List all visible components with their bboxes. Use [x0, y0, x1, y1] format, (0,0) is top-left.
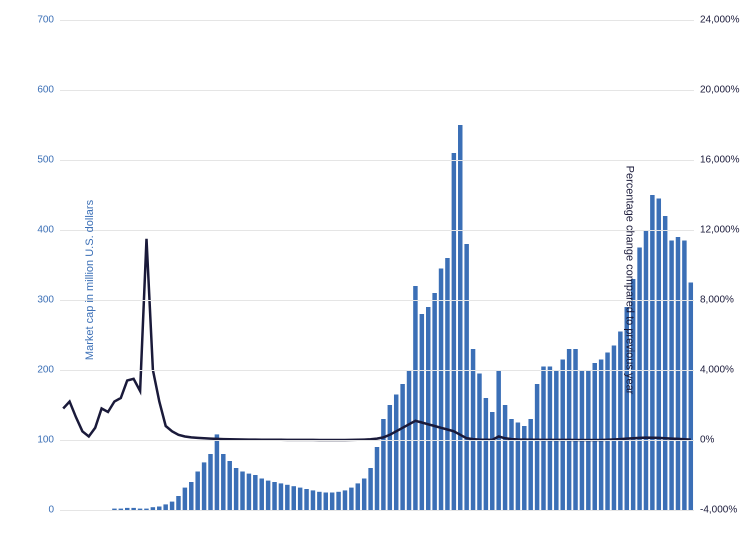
y-tick-right: 24,000% [700, 15, 739, 26]
y-tick-left: 0 [48, 505, 54, 516]
y-axis-left-label: Market cap in million U.S. dollars [84, 200, 96, 360]
gridline [60, 300, 694, 301]
pct-change-line [63, 239, 691, 440]
dual-axis-chart: 0-4,000%1000%2004,000%3008,000%40012,000… [60, 20, 694, 510]
gridline [60, 370, 694, 371]
gridline [60, 160, 694, 161]
y-tick-right: 20,000% [700, 85, 739, 96]
line-layer [60, 20, 694, 510]
y-tick-left: 200 [37, 365, 54, 376]
y-tick-right: 12,000% [700, 225, 739, 236]
y-tick-left: 100 [37, 435, 54, 446]
gridline [60, 510, 694, 511]
y-axis-right-label: Percentage change compared to previous y… [624, 166, 636, 395]
y-tick-right: 8,000% [700, 295, 734, 306]
gridline [60, 230, 694, 231]
y-tick-right: 16,000% [700, 155, 739, 166]
gridline [60, 20, 694, 21]
y-tick-right: -4,000% [700, 505, 737, 516]
y-tick-left: 400 [37, 225, 54, 236]
y-tick-left: 300 [37, 295, 54, 306]
y-tick-right: 0% [700, 435, 714, 446]
plot-area: 0-4,000%1000%2004,000%3008,000%40012,000… [60, 20, 694, 510]
y-tick-left: 500 [37, 155, 54, 166]
y-tick-left: 600 [37, 85, 54, 96]
y-tick-right: 4,000% [700, 365, 734, 376]
gridline [60, 90, 694, 91]
gridline [60, 440, 694, 441]
y-tick-left: 700 [37, 15, 54, 26]
